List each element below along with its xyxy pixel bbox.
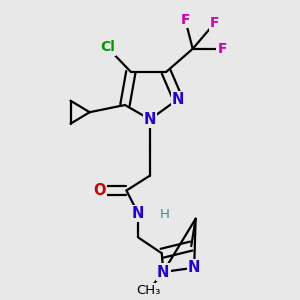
Text: N: N: [157, 265, 170, 280]
Text: O: O: [93, 183, 106, 198]
Text: F: F: [210, 16, 220, 30]
Text: H: H: [160, 208, 170, 221]
Text: N: N: [144, 112, 156, 127]
Text: F: F: [218, 42, 227, 56]
Text: N: N: [188, 260, 200, 275]
Text: Cl: Cl: [100, 40, 115, 54]
Text: CH₃: CH₃: [136, 284, 161, 297]
Text: F: F: [181, 13, 190, 27]
Text: N: N: [172, 92, 184, 107]
Text: N: N: [132, 206, 144, 221]
